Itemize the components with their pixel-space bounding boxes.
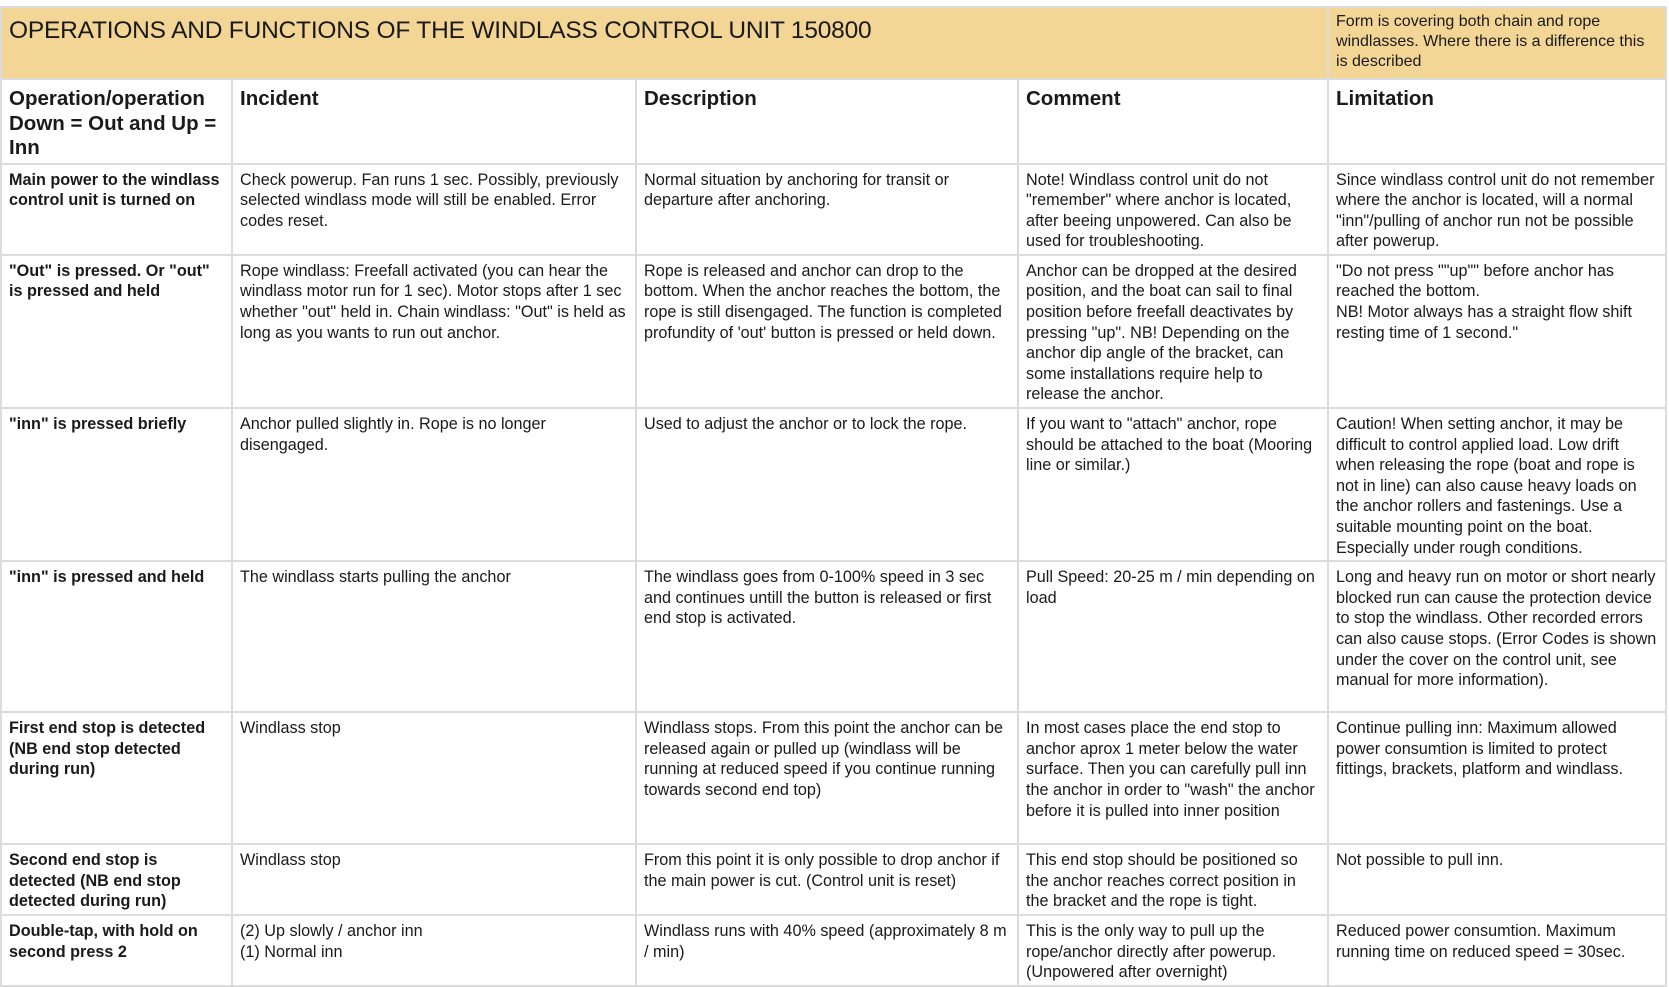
cell-incident: (2) Up slowly / anchor inn (1) Normal in…: [231, 913, 637, 987]
cell-comment: This end stop should be positioned so th…: [1016, 843, 1330, 916]
cell-limitation: Continue pulling inn: Maximum allowed po…: [1327, 711, 1668, 846]
cell-operation: "Out" is pressed. Or "out" is pressed an…: [0, 253, 233, 410]
cell-operation: Double-tap, with hold on second press 2: [0, 913, 233, 987]
cell-comment: Pull Speed: 20-25 m / min depending on l…: [1016, 560, 1330, 714]
cell-incident: Windlass stop: [231, 843, 637, 916]
cell-description: The windlass goes from 0-100% speed in 3…: [635, 560, 1019, 714]
cell-comment: In most cases place the end stop to anch…: [1016, 711, 1330, 846]
table-row: Second end stop is detected (NB end stop…: [0, 843, 1668, 916]
cell-incident: The windlass starts pulling the anchor: [231, 560, 637, 714]
cell-limitation: Caution! When setting anchor, it may be …: [1327, 407, 1668, 563]
cell-operation: "inn" is pressed briefly: [0, 407, 233, 563]
cell-description: Windlass runs with 40% speed (approximat…: [635, 913, 1019, 987]
cell-operation: "inn" is pressed and held: [0, 560, 233, 714]
form-note: Form is covering both chain and rope win…: [1336, 13, 1645, 70]
cell-description: Used to adjust the anchor or to lock the…: [635, 407, 1019, 563]
column-header-limitation: Limitation: [1327, 78, 1668, 165]
cell-incident: Anchor pulled slightly in. Rope is no lo…: [231, 407, 637, 563]
cell-description: Normal situation by anchoring for transi…: [635, 162, 1019, 256]
cell-limitation: Long and heavy run on motor or short nea…: [1327, 560, 1668, 714]
column-header-operation: Operation/operation Down = Out and Up = …: [0, 78, 233, 165]
column-header-row: Operation/operation Down = Out and Up = …: [0, 78, 1668, 165]
table-row: "inn" is pressed briefly Anchor pulled sl…: [0, 407, 1668, 563]
title-cell: OPERATIONS AND FUNCTIONS OF THE WINDLASS…: [0, 6, 1330, 80]
column-header-incident: Incident: [231, 78, 637, 165]
table-row: First end stop is detected (NB end stop …: [0, 711, 1668, 846]
cell-description: Windlass stops. From this point the anch…: [635, 711, 1019, 846]
title-row: OPERATIONS AND FUNCTIONS OF THE WINDLASS…: [0, 6, 1668, 80]
cell-description: Rope is released and anchor can drop to …: [635, 253, 1019, 410]
cell-limitation: "Do not press ""up"" before anchor has r…: [1327, 253, 1668, 410]
cell-incident: Rope windlass: Freefall activated (you c…: [231, 253, 637, 410]
cell-limitation: Reduced power consumtion. Maximum runnin…: [1327, 913, 1668, 987]
cell-limitation: Since windlass control unit do not remem…: [1327, 162, 1668, 256]
cell-incident: Windlass stop: [231, 711, 637, 846]
cell-description: From this point it is only possible to d…: [635, 843, 1019, 916]
cell-operation: Main power to the windlass control unit …: [0, 162, 233, 256]
table-row: "inn" is pressed and held The windlass st…: [0, 560, 1668, 714]
cell-operation: Second end stop is detected (NB end stop…: [0, 843, 233, 916]
cell-operation: First end stop is detected (NB end stop …: [0, 711, 233, 846]
cell-limitation: Not possible to pull inn.: [1327, 843, 1668, 916]
cell-comment: This is the only way to pull up the rope…: [1016, 913, 1330, 987]
column-header-description: Description: [635, 78, 1019, 165]
column-header-comment: Comment: [1016, 78, 1330, 165]
document-title: OPERATIONS AND FUNCTIONS OF THE WINDLASS…: [9, 17, 872, 44]
note-cell: Form is covering both chain and rope win…: [1327, 6, 1668, 80]
table-row: Main power to the windlass control unit …: [0, 162, 1668, 256]
cell-incident: Check powerup. Fan runs 1 sec. Possibly,…: [231, 162, 637, 256]
operations-table: OPERATIONS AND FUNCTIONS OF THE WINDLASS…: [0, 6, 1668, 987]
table-row: "Out" is pressed. Or "out" is pressed an…: [0, 253, 1668, 410]
table-row: Double-tap, with hold on second press 2(…: [0, 913, 1668, 987]
cell-comment: Anchor can be dropped at the desired pos…: [1016, 253, 1330, 410]
cell-comment: Note! Windlass control unit do not "reme…: [1016, 162, 1330, 256]
cell-comment: If you want to "attach" anchor, rope sho…: [1016, 407, 1330, 563]
